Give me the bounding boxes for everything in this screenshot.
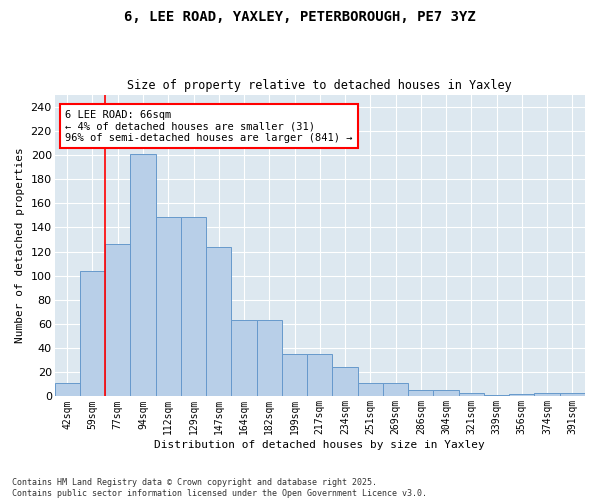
Bar [55,383,80,396]
Bar [206,246,232,396]
Y-axis label: Number of detached properties: Number of detached properties [15,148,25,344]
Title: Size of property relative to detached houses in Yaxley: Size of property relative to detached ho… [127,79,512,92]
Bar [560,393,585,396]
Bar [232,320,257,396]
Bar [484,395,509,396]
Bar [433,390,459,396]
Bar [459,393,484,396]
Bar [155,216,181,396]
Bar [80,271,105,396]
Text: 6 LEE ROAD: 66sqm
← 4% of detached houses are smaller (31)
96% of semi-detached : 6 LEE ROAD: 66sqm ← 4% of detached house… [65,110,353,143]
Text: Contains HM Land Registry data © Crown copyright and database right 2025.
Contai: Contains HM Land Registry data © Crown c… [12,478,427,498]
Bar [105,244,130,396]
Bar [535,393,560,396]
Bar [358,383,383,396]
Text: 6, LEE ROAD, YAXLEY, PETERBOROUGH, PE7 3YZ: 6, LEE ROAD, YAXLEY, PETERBOROUGH, PE7 3… [124,10,476,24]
Bar [257,320,282,396]
Bar [509,394,535,396]
Bar [181,216,206,396]
Bar [408,390,433,396]
X-axis label: Distribution of detached houses by size in Yaxley: Distribution of detached houses by size … [154,440,485,450]
Bar [383,383,408,396]
Bar [130,154,155,396]
Bar [332,368,358,396]
Bar [282,354,307,397]
Bar [307,354,332,397]
